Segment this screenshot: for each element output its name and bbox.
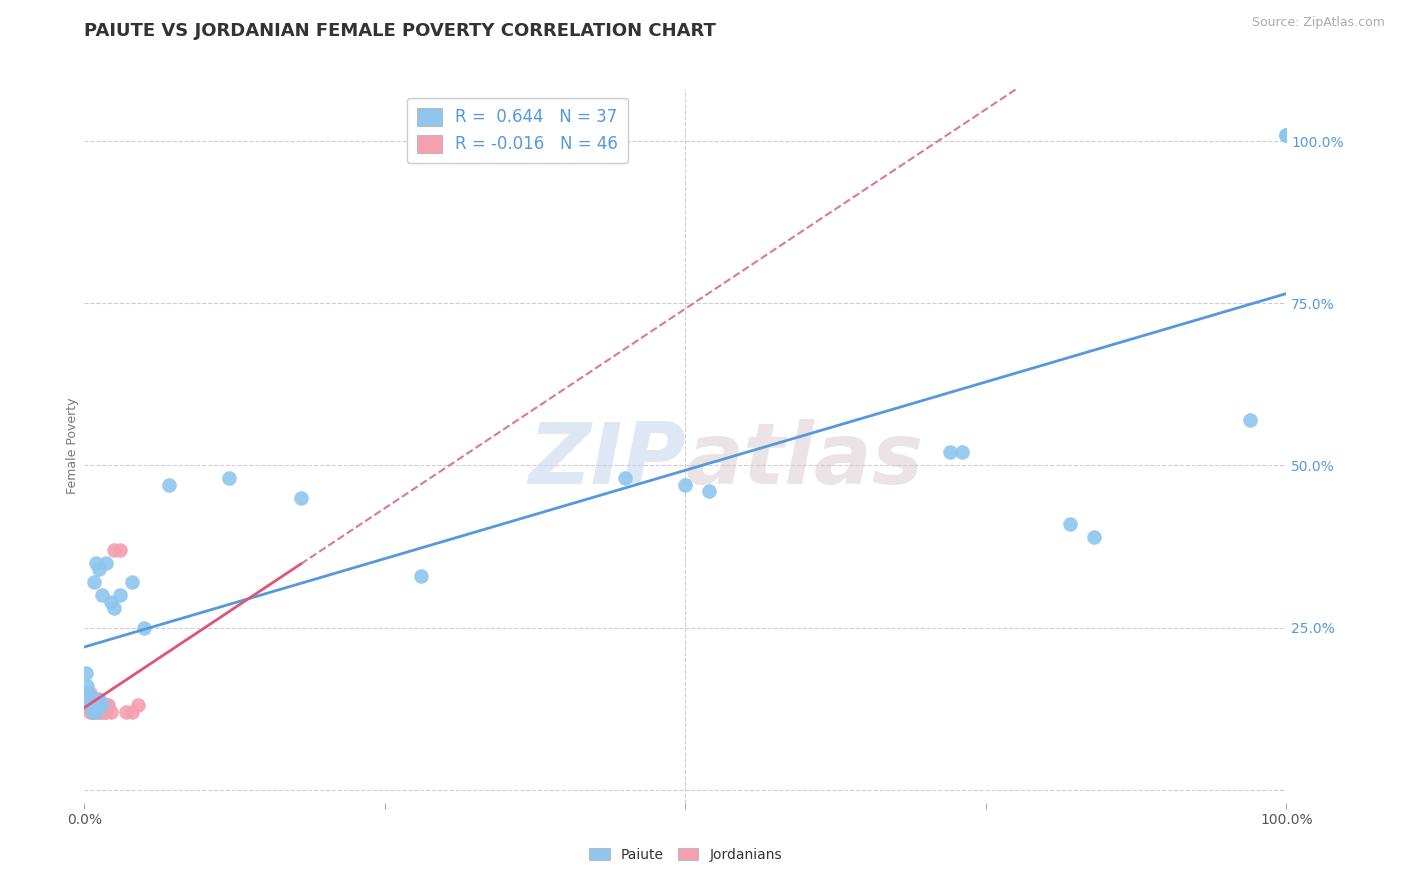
Point (80, 705, 103, 719)
Point (110, 588, 132, 602)
Point (86, 556, 108, 570)
Point (80, 698, 103, 713)
Point (91, 698, 114, 713)
Text: PAIUTE VS JORDANIAN FEMALE POVERTY CORRELATION CHART: PAIUTE VS JORDANIAN FEMALE POVERTY CORRE… (84, 22, 716, 40)
Legend: Paiute, Jordanians: Paiute, Jordanians (583, 842, 787, 867)
Point (83, 575, 105, 590)
Point (121, 575, 143, 590)
Point (409, 568, 432, 582)
Point (93, 698, 115, 713)
Point (77, 692, 100, 706)
Point (100, 705, 122, 719)
Point (110, 542, 132, 557)
Point (77, 692, 100, 706)
Point (91, 705, 114, 719)
Point (76, 692, 98, 706)
Point (86, 692, 108, 706)
Point (290, 491, 312, 505)
Point (79, 698, 101, 713)
Point (86, 698, 108, 713)
Point (76, 679, 98, 693)
Point (84, 705, 107, 719)
Point (77, 698, 100, 713)
Point (82, 698, 104, 713)
Y-axis label: Female Poverty: Female Poverty (66, 398, 79, 494)
Point (91, 588, 114, 602)
Point (77, 692, 100, 706)
Point (103, 542, 125, 557)
Point (79, 692, 101, 706)
Point (75, 666, 97, 681)
Point (950, 445, 973, 459)
Point (79, 685, 101, 699)
Point (73, 692, 96, 706)
Point (75, 692, 97, 706)
Point (134, 621, 156, 635)
Point (100, 595, 122, 609)
Point (86, 698, 108, 713)
Point (91, 698, 114, 713)
Point (79, 698, 101, 713)
Point (77, 685, 100, 699)
Point (82, 705, 104, 719)
Point (80, 698, 103, 713)
Point (76, 698, 98, 713)
Point (96, 698, 118, 713)
Point (121, 705, 143, 719)
Point (77, 698, 100, 713)
Point (1275, 128, 1298, 142)
Point (77, 685, 100, 699)
Point (939, 445, 962, 459)
Point (79, 705, 101, 719)
Point (94, 556, 117, 570)
Point (94, 705, 117, 719)
Point (83, 705, 105, 719)
Point (87, 692, 110, 706)
Point (97, 698, 120, 713)
Point (90, 698, 112, 713)
Text: Source: ZipAtlas.com: Source: ZipAtlas.com (1251, 16, 1385, 29)
Point (84, 705, 107, 719)
Point (87, 705, 110, 719)
Point (1083, 530, 1105, 544)
Point (86, 698, 108, 713)
Point (89, 705, 111, 719)
Point (103, 601, 125, 615)
Point (1275, 128, 1298, 142)
Point (87, 562, 110, 576)
Point (94, 705, 117, 719)
Point (614, 471, 637, 485)
Text: ZIP: ZIP (527, 418, 686, 502)
Point (77, 692, 100, 706)
Point (84, 698, 107, 713)
Point (83, 705, 105, 719)
Point (82, 705, 104, 719)
Text: atlas: atlas (686, 418, 924, 502)
Point (75, 685, 97, 699)
Point (157, 478, 180, 492)
Point (83, 698, 105, 713)
Point (218, 471, 240, 485)
Point (1239, 413, 1261, 427)
Point (127, 698, 149, 713)
Point (1275, 128, 1298, 142)
Point (86, 698, 108, 713)
Point (699, 484, 721, 499)
Point (76, 685, 98, 699)
Point (1059, 516, 1081, 531)
Point (87, 698, 110, 713)
Point (675, 478, 697, 492)
Point (86, 705, 108, 719)
Point (115, 705, 138, 719)
